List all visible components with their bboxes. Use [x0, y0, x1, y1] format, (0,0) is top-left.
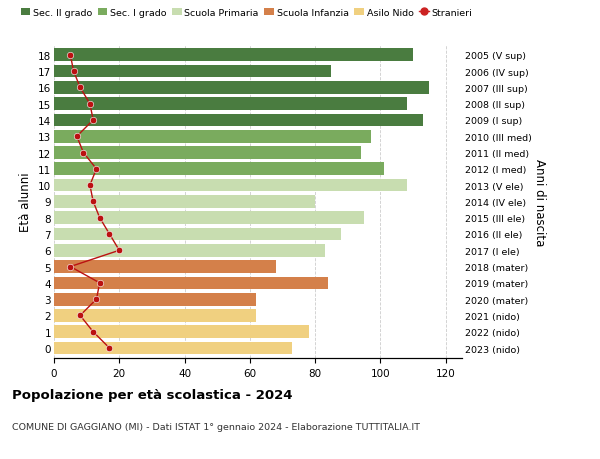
- Point: [104, 345, 114, 352]
- Point: [104, 231, 114, 238]
- Bar: [54, 66, 331, 78]
- Point: [65, 52, 75, 59]
- Text: Popolazione per età scolastica - 2024: Popolazione per età scolastica - 2024: [12, 388, 293, 401]
- Y-axis label: Età alunni: Età alunni: [19, 172, 32, 232]
- Bar: [54, 98, 407, 111]
- Bar: [54, 114, 423, 127]
- Point: [76, 312, 85, 319]
- Point: [72, 133, 82, 140]
- Bar: [54, 293, 256, 306]
- Point: [88, 117, 98, 124]
- Point: [85, 101, 95, 108]
- Point: [115, 247, 124, 254]
- Bar: [54, 326, 308, 338]
- Bar: [54, 277, 328, 290]
- Bar: [54, 179, 407, 192]
- Point: [88, 198, 98, 206]
- Point: [69, 68, 79, 76]
- Point: [95, 280, 104, 287]
- Bar: [54, 342, 292, 355]
- Bar: [54, 228, 341, 241]
- Point: [85, 182, 95, 190]
- Bar: [54, 49, 413, 62]
- Point: [76, 84, 85, 92]
- Point: [92, 166, 101, 173]
- Y-axis label: Anni di nascita: Anni di nascita: [533, 158, 545, 246]
- Bar: [54, 147, 361, 160]
- Point: [65, 263, 75, 271]
- Bar: [54, 212, 364, 224]
- Point: [79, 150, 88, 157]
- Point: [92, 296, 101, 303]
- Legend: Sec. II grado, Sec. I grado, Scuola Primaria, Scuola Infanzia, Asilo Nido, Stran: Sec. II grado, Sec. I grado, Scuola Prim…: [17, 5, 476, 21]
- Bar: [54, 82, 430, 95]
- Text: COMUNE DI GAGGIANO (MI) - Dati ISTAT 1° gennaio 2024 - Elaborazione TUTTITALIA.I: COMUNE DI GAGGIANO (MI) - Dati ISTAT 1° …: [12, 422, 420, 431]
- Point: [95, 214, 104, 222]
- Point: [88, 328, 98, 336]
- Bar: [54, 261, 276, 273]
- Bar: [54, 163, 383, 176]
- Bar: [54, 131, 371, 143]
- Bar: [54, 309, 256, 322]
- Bar: [54, 196, 315, 208]
- Bar: [54, 244, 325, 257]
